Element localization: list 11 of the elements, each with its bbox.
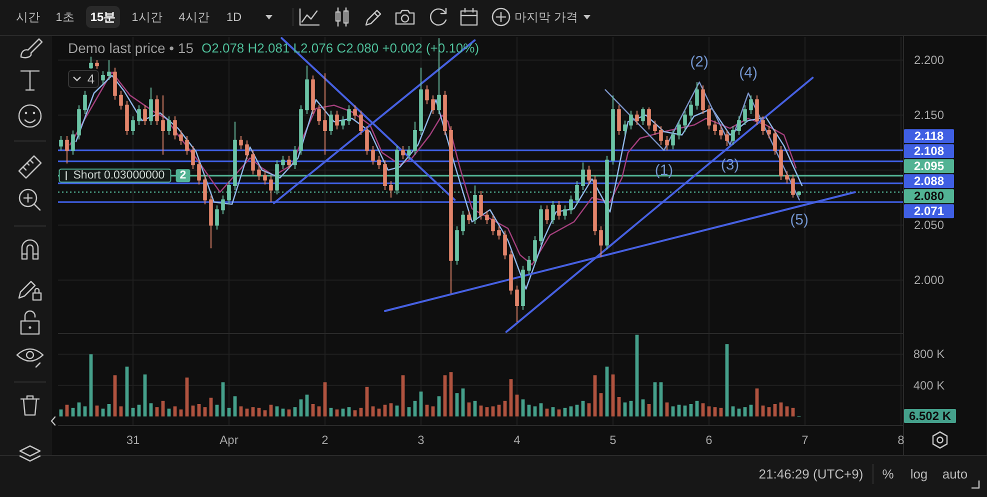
annotation: Short 0.03000000 xyxy=(73,170,165,182)
ref-line-label: 2.088 xyxy=(914,174,944,188)
ref-line-label: 2.095 xyxy=(914,159,944,174)
clock: 21:46:29 (UTC+9) xyxy=(758,466,864,482)
ref-line-label: 2.108 xyxy=(914,144,944,158)
annotation: 2 xyxy=(180,170,186,182)
title: Demo last price • 15 xyxy=(68,40,194,56)
ref-line-label: 2.118 xyxy=(914,129,944,144)
ref-line-label: 2.080 xyxy=(914,189,944,204)
annotation: 4 xyxy=(87,72,95,86)
ref-line-label: 2.071 xyxy=(914,204,944,218)
